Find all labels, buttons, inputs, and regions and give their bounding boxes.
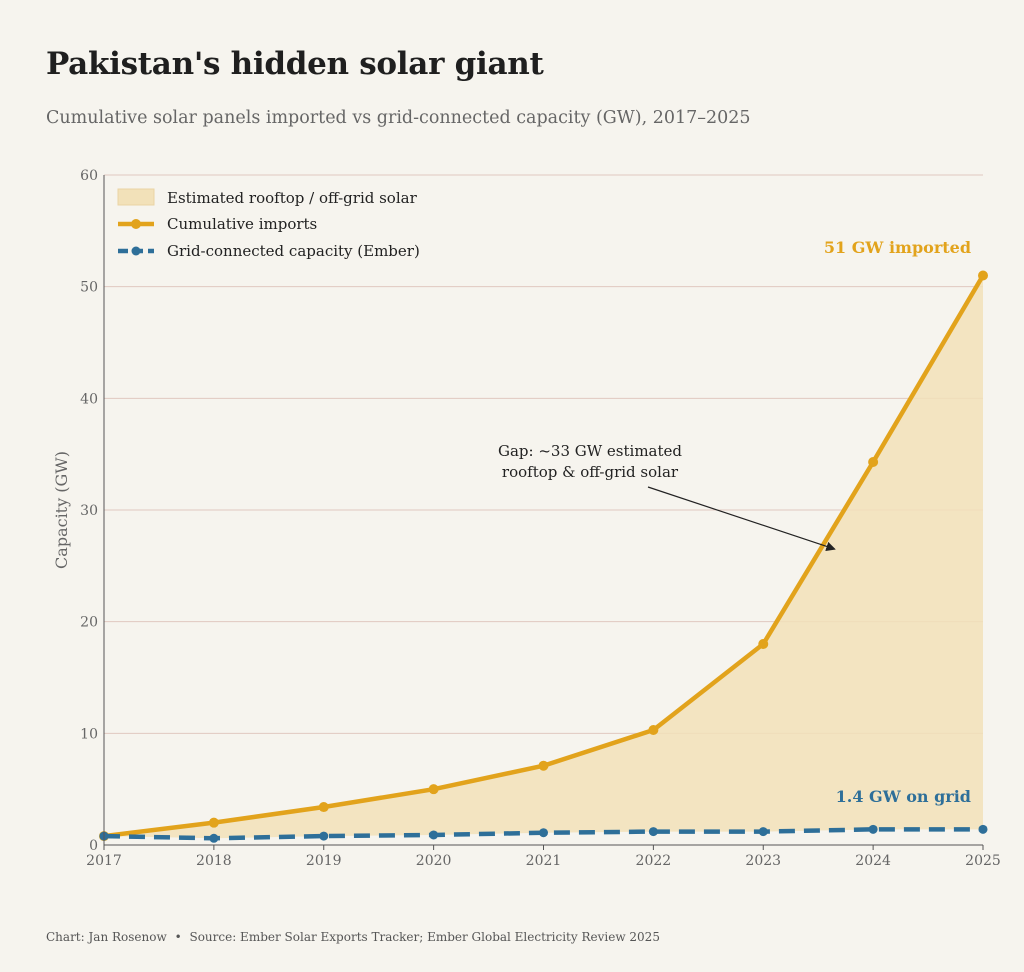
point-grid — [319, 831, 329, 841]
y-axis-label: Capacity (GW) — [52, 451, 71, 569]
area-rooftop-offgrid — [104, 275, 983, 839]
point-grid — [539, 828, 548, 838]
point-grid — [758, 827, 768, 837]
y-tick-label: 30 — [80, 503, 98, 519]
point-imports — [538, 760, 549, 771]
point-imports — [318, 802, 329, 813]
x-tick-label: 2020 — [416, 853, 452, 869]
point-grid — [209, 833, 219, 843]
legend-label-grid: Grid-connected capacity (Ember) — [167, 242, 420, 260]
footer-credit: Chart: Jan Rosenow — [46, 930, 167, 944]
point-imports — [208, 817, 219, 828]
annotation-arrow — [647, 486, 836, 551]
footer-source: Source: Ember Solar Exports Tracker; Emb… — [189, 930, 660, 944]
point-grid — [978, 824, 988, 834]
y-tick-label: 50 — [80, 280, 98, 296]
x-tick-label: 2021 — [526, 853, 562, 869]
y-tick-label: 20 — [80, 615, 98, 631]
legend-marker-grid — [131, 246, 141, 256]
footer: Chart: Jan Rosenow • Source: Ember Solar… — [46, 930, 660, 944]
point-imports — [758, 639, 769, 649]
point-imports — [868, 456, 879, 467]
legend-label-imports: Cumulative imports — [167, 215, 317, 233]
x-tick-label: 2018 — [196, 853, 232, 869]
point-grid — [868, 824, 878, 834]
annotation-text-line: Gap: ~33 GW estimated — [498, 442, 682, 460]
legend-marker-imports — [131, 219, 141, 229]
y-tick-label: 60 — [80, 168, 98, 184]
y-tick-label: 10 — [80, 726, 98, 742]
point-imports — [648, 724, 659, 735]
end-label-grid: 1.4 GW on grid — [836, 787, 971, 806]
annotation-text-line: rooftop & off-grid solar — [502, 463, 679, 481]
end-label-imports: 51 GW imported — [824, 238, 971, 257]
y-tick-label: 0 — [89, 838, 98, 854]
x-tick-label: 2025 — [965, 853, 1001, 869]
point-imports — [428, 784, 439, 795]
chart-subtitle: Cumulative solar panels imported vs grid… — [46, 108, 751, 128]
annotations: Gap: ~33 GW estimated rooftop & off-grid … — [498, 238, 971, 806]
area-layer — [104, 275, 983, 839]
x-tick-label: 2019 — [306, 853, 342, 869]
legend-label-area: Estimated rooftop / off-grid solar — [167, 189, 418, 207]
y-tick-label: 40 — [80, 391, 98, 407]
x-tick-label: 2022 — [636, 853, 672, 869]
point-grid — [648, 827, 658, 837]
legend-swatch-area — [117, 188, 155, 206]
axes-layer: 0 10 20 30 40 50 60 2017 2018 2019 2020 2021 2022 202… — [52, 168, 1001, 869]
point-grid — [429, 830, 439, 840]
x-tick-label: 2024 — [855, 853, 891, 869]
x-tick-label: 2023 — [745, 853, 781, 869]
chart-title: Pakistan's hidden solar giant — [46, 46, 544, 82]
series-layer — [99, 270, 988, 843]
point-imports — [978, 270, 988, 281]
legend: Estimated rooftop / off-grid solar Cumula… — [117, 188, 420, 260]
footer-separator: • — [174, 930, 182, 944]
x-tick-label: 2017 — [86, 853, 122, 869]
